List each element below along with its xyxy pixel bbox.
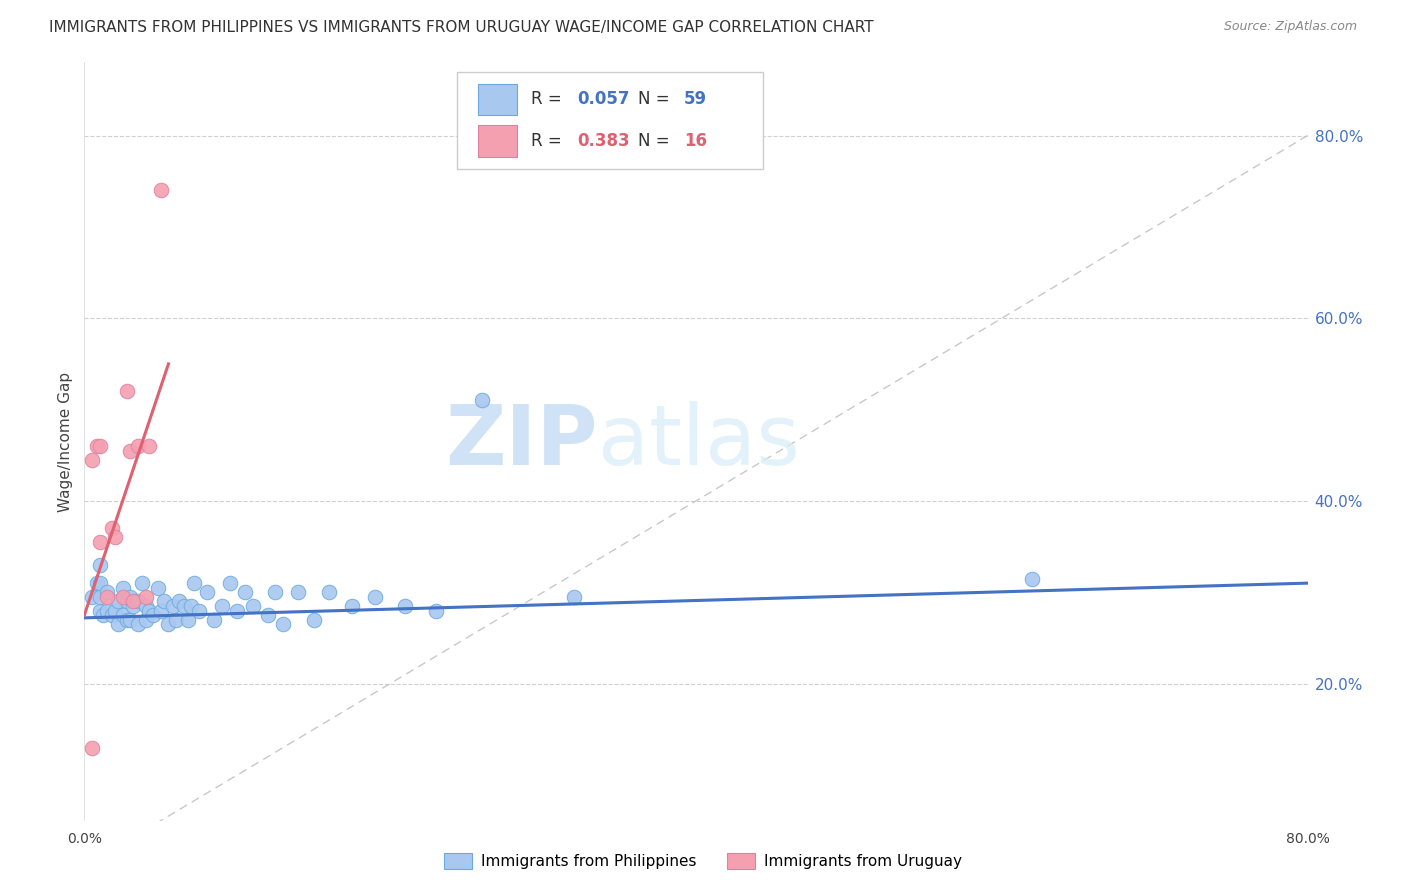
FancyBboxPatch shape [478, 84, 517, 115]
Point [242, 599, 264, 613]
Point [157, 617, 180, 632]
Point [120, 590, 142, 604]
Text: 16: 16 [683, 132, 707, 150]
Point [146, 581, 169, 595]
Text: 0.383: 0.383 [578, 132, 630, 150]
Point [101, 521, 124, 535]
Point [287, 585, 309, 599]
Text: atlas: atlas [598, 401, 800, 482]
Point [471, 393, 494, 408]
Point [1021, 572, 1043, 586]
Text: N =: N = [638, 90, 675, 109]
Point [120, 443, 142, 458]
Point [302, 613, 325, 627]
Text: N =: N = [638, 132, 675, 150]
Point [142, 608, 165, 623]
Point [364, 590, 387, 604]
Point [80, 590, 103, 604]
Text: 0.0%: 0.0% [67, 831, 101, 846]
FancyBboxPatch shape [457, 71, 763, 169]
Point [167, 594, 190, 608]
Point [89, 603, 111, 617]
Point [89, 535, 111, 549]
Point [188, 603, 211, 617]
Point [195, 585, 218, 599]
Point [173, 599, 195, 613]
Point [218, 576, 240, 591]
Point [111, 608, 134, 623]
Point [101, 608, 124, 623]
Point [131, 576, 153, 591]
Point [135, 613, 157, 627]
Point [104, 603, 127, 617]
Point [107, 594, 129, 608]
Point [264, 585, 287, 599]
Point [135, 590, 157, 604]
Point [122, 594, 145, 608]
Point [89, 439, 111, 453]
Point [271, 617, 294, 632]
Point [89, 558, 111, 572]
Point [257, 608, 280, 623]
Point [127, 594, 149, 608]
Point [122, 599, 145, 613]
Point [107, 617, 129, 632]
Point [153, 594, 176, 608]
Point [91, 608, 114, 623]
Point [96, 603, 118, 617]
Legend: Immigrants from Philippines, Immigrants from Uruguay: Immigrants from Philippines, Immigrants … [439, 847, 967, 875]
Point [180, 599, 202, 613]
Point [318, 585, 340, 599]
Point [127, 617, 149, 632]
Point [149, 603, 172, 617]
Text: 59: 59 [683, 90, 707, 109]
Point [138, 439, 160, 453]
Point [562, 590, 585, 604]
Point [226, 603, 249, 617]
Point [86, 439, 108, 453]
Text: 80.0%: 80.0% [1285, 831, 1330, 846]
Point [202, 613, 225, 627]
Point [165, 613, 187, 627]
Point [80, 452, 103, 467]
Point [211, 599, 233, 613]
Text: 0.057: 0.057 [578, 90, 630, 109]
Point [115, 613, 138, 627]
Point [138, 603, 160, 617]
Point [96, 585, 118, 599]
Point [177, 613, 200, 627]
FancyBboxPatch shape [478, 125, 517, 157]
Point [162, 599, 184, 613]
Point [96, 590, 118, 604]
Point [89, 576, 111, 591]
Point [89, 590, 111, 604]
Point [425, 603, 447, 617]
Text: R =: R = [531, 132, 567, 150]
Text: IMMIGRANTS FROM PHILIPPINES VS IMMIGRANTS FROM URUGUAY WAGE/INCOME GAP CORRELATI: IMMIGRANTS FROM PHILIPPINES VS IMMIGRANT… [49, 20, 875, 35]
Point [394, 599, 416, 613]
Point [115, 594, 138, 608]
Point [183, 576, 205, 591]
Point [80, 740, 103, 755]
Y-axis label: Wage/Income Gap: Wage/Income Gap [58, 371, 73, 512]
Point [115, 384, 138, 399]
Point [86, 576, 108, 591]
Point [111, 581, 134, 595]
Text: Source: ZipAtlas.com: Source: ZipAtlas.com [1223, 20, 1357, 33]
Point [135, 599, 157, 613]
Point [233, 585, 256, 599]
Point [127, 439, 149, 453]
Point [149, 183, 172, 197]
Point [104, 531, 127, 545]
Point [340, 599, 363, 613]
Point [120, 613, 142, 627]
Text: ZIP: ZIP [446, 401, 598, 482]
Point [111, 590, 134, 604]
Text: R =: R = [531, 90, 567, 109]
